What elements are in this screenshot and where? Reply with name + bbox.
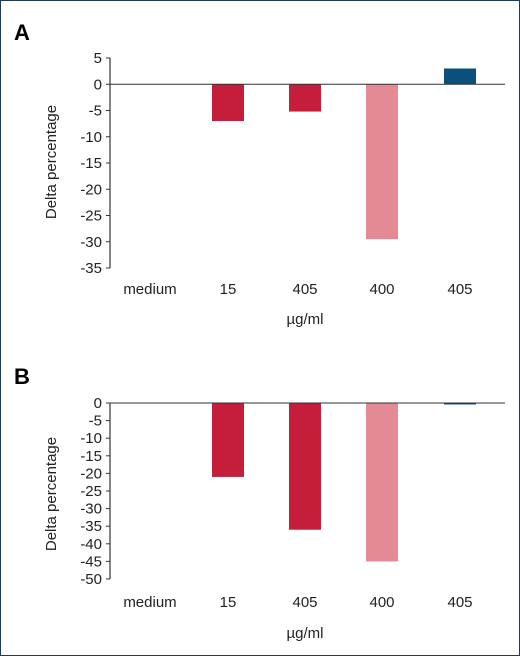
panel-b-bar-2	[289, 403, 321, 530]
panel-a-y-tick-label: -35	[80, 260, 102, 277]
panel-b-category-label: 405	[447, 594, 472, 611]
panel-b-y-tick-label: -15	[80, 448, 102, 465]
panel-a-y-tick-label: -25	[80, 208, 102, 225]
panel-b-bar-1	[212, 403, 244, 477]
panel-b-bar-3	[366, 403, 398, 562]
panel-a-x-axis-title: µg/ml	[287, 311, 324, 328]
panel-b-y-tick-label: -25	[80, 483, 102, 500]
panel-b-category-label: 405	[292, 594, 317, 611]
panel-a-category-label: 405	[447, 281, 472, 298]
panel-b: B Delta percentage µg/ml 0-5-10-15-20-25…	[14, 364, 505, 642]
panel-a-category-label: 405	[292, 281, 317, 298]
panel-a-y-axis-title: Delta percentage	[43, 105, 60, 219]
panel-b-y-tick-label: 0	[94, 395, 102, 412]
panel-b-y-tick-label: -10	[80, 430, 102, 447]
panel-a-category-label: medium	[123, 281, 176, 298]
panel-a-y-tick-label: -5	[89, 103, 102, 120]
panel-a-y-tick-label: 0	[94, 76, 102, 93]
panel-a-bar-3	[366, 84, 398, 240]
panel-a-letter: A	[14, 20, 30, 45]
panel-b-y-tick-label: -5	[89, 413, 102, 430]
panel-b-letter: B	[14, 364, 30, 389]
panel-b-category-label: 400	[369, 594, 394, 611]
panel-a-category-label: 15	[220, 281, 237, 298]
panel-a-bar-2	[289, 84, 321, 112]
panel-a-category-label: 400	[369, 281, 394, 298]
panel-a-y-tick-label: -30	[80, 234, 102, 251]
panel-b-x-axis-title: µg/ml	[287, 625, 324, 642]
panel-a-bar-4	[444, 68, 476, 85]
panel-b-y-tick-label: -35	[80, 518, 102, 535]
panel-b-bar-4	[444, 403, 476, 405]
panel-b-category-label: medium	[123, 594, 176, 611]
panel-b-y-tick-label: -40	[80, 536, 102, 553]
panel-a-y-tick-label: -20	[80, 181, 102, 198]
panel-b-y-axis-title: Delta percentage	[43, 437, 60, 551]
panel-b-category-label: 15	[220, 594, 237, 611]
panel-a-y-tick-label: 5	[94, 50, 102, 67]
panel-b-y-tick-label: -50	[80, 571, 102, 588]
panel-a-bar-1	[212, 84, 244, 121]
panel-b-y-tick-label: -30	[80, 501, 102, 518]
panel-a-y-tick-label: -10	[80, 129, 102, 146]
panel-a: A Delta percentage µg/ml 5 0 -5 -10 -15 -20 -2…	[14, 20, 505, 328]
panel-b-y-tick-label: -45	[80, 553, 102, 570]
panel-a-y-tick-label: -15	[80, 155, 102, 172]
panel-b-y-tick-label: -20	[80, 465, 102, 482]
